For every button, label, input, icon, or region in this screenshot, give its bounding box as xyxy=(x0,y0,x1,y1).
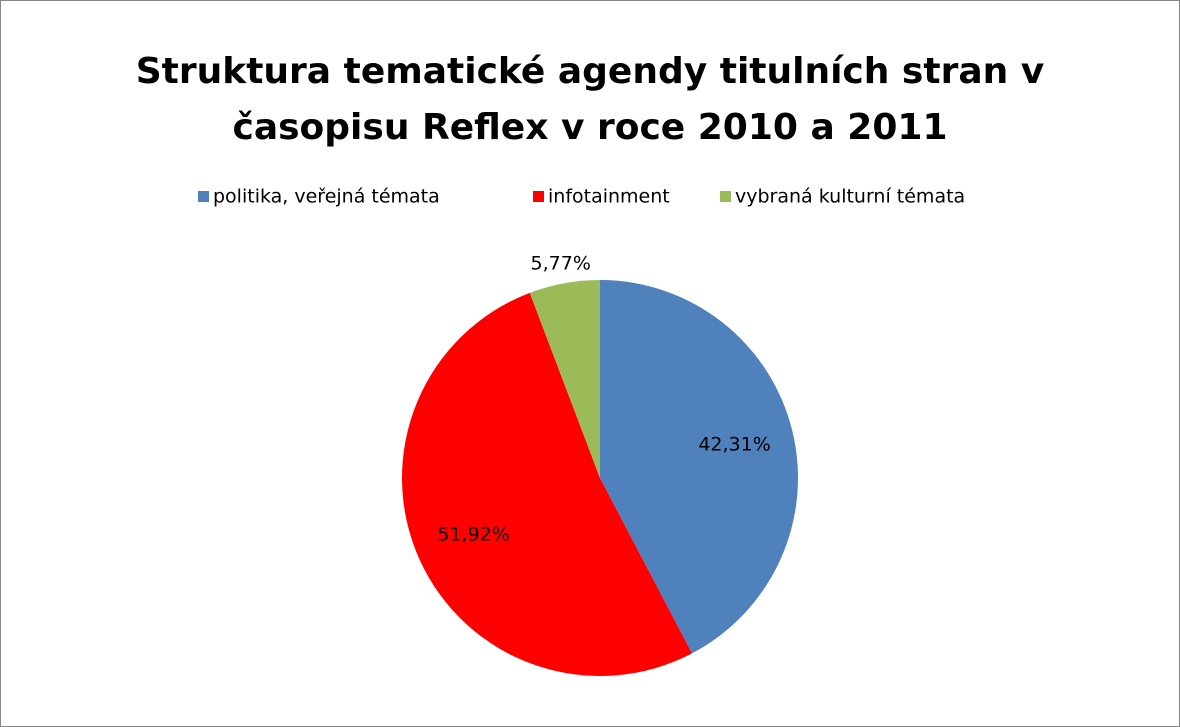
legend-swatch xyxy=(720,191,731,202)
legend-swatch xyxy=(533,191,544,202)
legend-swatch xyxy=(198,191,209,202)
data-label: 51,92% xyxy=(437,523,509,545)
legend-label: infotainment xyxy=(548,186,670,208)
pie-slice xyxy=(529,280,600,478)
legend-label: vybraná kulturní témata xyxy=(735,186,965,208)
pie-slice xyxy=(600,280,798,654)
data-label: 5,77% xyxy=(531,252,591,274)
pie-slice xyxy=(401,292,692,677)
legend-label: politika, veřejná témata xyxy=(213,186,440,208)
chart-title: Struktura tematické agendy titulních str… xyxy=(135,51,1045,148)
data-label: 42,31% xyxy=(698,433,770,455)
